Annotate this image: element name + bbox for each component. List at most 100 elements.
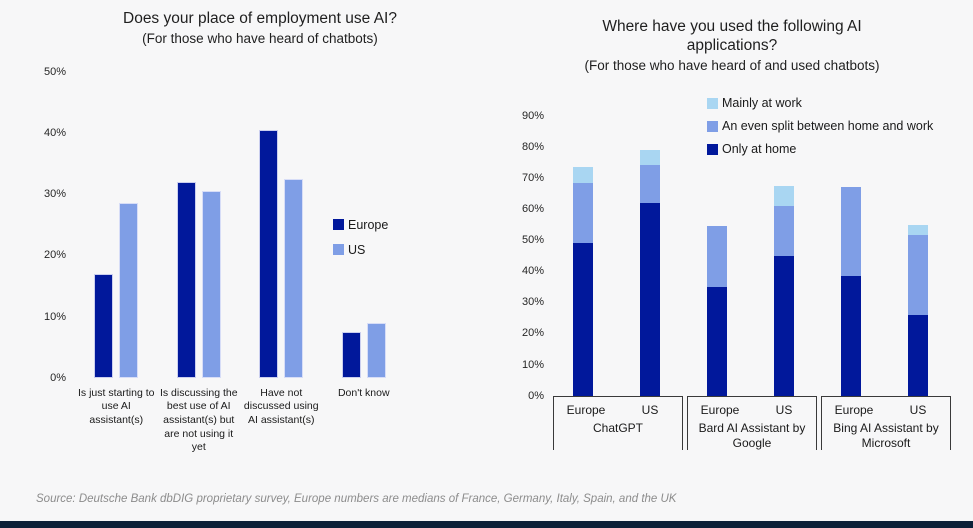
segment-only-at-home bbox=[774, 255, 794, 396]
category-label-2: Have not discussed using AI assistant(s) bbox=[243, 386, 319, 427]
right-axis-table: Europe US ChatGPT Europe US Bard AI Assistant… bbox=[553, 395, 951, 450]
source-note: Source: Deutsche Bank dbDIG proprietary … bbox=[36, 493, 677, 505]
us-swatch bbox=[333, 244, 344, 256]
y-axis-tick-label: 90% bbox=[521, 109, 544, 122]
y-axis-tick-label: 80% bbox=[521, 140, 544, 153]
bar-us-1 bbox=[201, 191, 221, 378]
y-axis-tick-label: 40% bbox=[43, 126, 66, 139]
bar-us-2 bbox=[284, 178, 304, 378]
left-chart-title: Does your place of employment use AI? bbox=[123, 10, 397, 27]
segment-mainly-at-work bbox=[573, 167, 593, 183]
left-chart-subtitle: (For those who have heard of chatbots) bbox=[142, 30, 378, 46]
segment-mainly-at-work bbox=[774, 185, 794, 206]
segment-only-at-home bbox=[640, 202, 660, 396]
europe-swatch bbox=[333, 219, 344, 231]
bar-us-0 bbox=[119, 203, 139, 378]
left-legend: Europe US bbox=[333, 218, 388, 268]
legend-label: Only at home bbox=[722, 142, 797, 156]
legend-label: An even split between home and work bbox=[722, 119, 934, 133]
group-sublabels-0: Europe US bbox=[554, 403, 682, 417]
bar-us-3 bbox=[366, 322, 386, 378]
category-label-0: Is just starting to use AI assistant(s) bbox=[78, 386, 155, 427]
y-axis-tick-label: 70% bbox=[521, 171, 544, 184]
group-box-2: Europe US Bing AI Assistant by Microsoft bbox=[821, 395, 951, 450]
segment-an-even-split-between-home-and-work bbox=[640, 165, 660, 203]
y-axis-tick-label: 60% bbox=[521, 203, 544, 216]
bar-group-0 bbox=[75, 72, 158, 378]
category-label-3: Don't know bbox=[337, 386, 390, 399]
an-even-split-between-home-and-work-swatch bbox=[707, 120, 718, 132]
sublabel-europe: Europe bbox=[700, 402, 740, 417]
only-at-home-swatch bbox=[707, 143, 718, 155]
segment-only-at-home bbox=[908, 314, 928, 396]
left-category-labels: Is just starting to use AI assistant(s) I… bbox=[75, 387, 405, 455]
bar-europe-1 bbox=[176, 181, 196, 378]
stack-europe-1 bbox=[707, 116, 727, 396]
right-legend: Mainly at work An even split between home… bbox=[707, 96, 933, 165]
legend-item: US bbox=[333, 243, 388, 257]
sublabel-us: US bbox=[775, 402, 793, 417]
group-sublabels-2: Europe US bbox=[822, 403, 950, 417]
segment-an-even-split-between-home-and-work bbox=[908, 235, 928, 315]
segment-an-even-split-between-home-and-work bbox=[573, 182, 593, 244]
left-chart: Does your place of employment use AI? (F… bbox=[30, 10, 470, 455]
group-name-0: ChatGPT bbox=[592, 420, 643, 435]
group-box-1: Europe US Bard AI Assistant by Google bbox=[687, 395, 817, 450]
y-axis-tick-label: 0% bbox=[50, 371, 66, 384]
segment-an-even-split-between-home-and-work bbox=[774, 205, 794, 256]
bar-europe-2 bbox=[259, 129, 279, 378]
legend-item: An even split between home and work bbox=[707, 119, 933, 133]
y-axis-tick-label: 30% bbox=[43, 188, 66, 201]
segment-mainly-at-work bbox=[908, 224, 928, 236]
segment-only-at-home bbox=[841, 275, 861, 396]
legend-item: Only at home bbox=[707, 142, 933, 156]
group-name-1: Bard AI Assistant by Google bbox=[698, 420, 806, 450]
segment-an-even-split-between-home-and-work bbox=[707, 226, 727, 287]
stack-europe-0 bbox=[573, 116, 593, 396]
segment-only-at-home bbox=[707, 286, 727, 396]
y-axis-tick-label: 50% bbox=[43, 65, 66, 78]
group-sublabels-1: Europe US bbox=[688, 403, 816, 417]
left-chart-header: Does your place of employment use AI? (F… bbox=[30, 10, 460, 48]
y-axis-tick-label: 30% bbox=[521, 296, 544, 309]
y-axis-tick-label: 10% bbox=[43, 310, 66, 323]
bar-europe-3 bbox=[341, 331, 361, 378]
sublabel-us: US bbox=[909, 402, 927, 417]
right-plot: 0% 10% 20% 30% 40% 50% 60% 70% 80% 90% bbox=[522, 110, 951, 402]
bar-group-3 bbox=[323, 72, 406, 378]
category-label-1: Is discussing the best use of AI assista… bbox=[159, 386, 238, 454]
y-axis-tick-label: 10% bbox=[521, 358, 544, 371]
legend-item: Mainly at work bbox=[707, 96, 933, 110]
stack-group-1 bbox=[687, 116, 817, 396]
bar-group-1 bbox=[158, 72, 241, 378]
stack-us-0 bbox=[640, 116, 660, 396]
legend-label: Europe bbox=[348, 217, 389, 232]
segment-only-at-home bbox=[573, 243, 593, 396]
sublabel-us: US bbox=[641, 402, 659, 417]
left-plot: Europe US 0% 10% 20% 30% 40% 50% bbox=[44, 66, 406, 384]
segment-mainly-at-work bbox=[640, 149, 660, 166]
y-axis-tick-label: 20% bbox=[43, 249, 66, 262]
y-axis-tick-label: 0% bbox=[528, 389, 544, 402]
bar-europe-0 bbox=[94, 273, 114, 378]
stack-us-1 bbox=[774, 116, 794, 396]
legend-label: Mainly at work bbox=[722, 96, 802, 110]
right-chart-header: Where have you used the following AI app… bbox=[497, 18, 967, 75]
sublabel-europe: Europe bbox=[566, 402, 606, 417]
legend-label: US bbox=[348, 242, 366, 257]
stack-us-2 bbox=[908, 116, 928, 396]
legend-item: Europe bbox=[333, 218, 388, 232]
stack-group-2 bbox=[821, 116, 951, 396]
right-chart-subtitle: (For those who have heard of and used ch… bbox=[584, 57, 880, 73]
group-name-2: Bing AI Assistant by Microsoft bbox=[833, 420, 939, 450]
footer-bar bbox=[0, 521, 973, 528]
right-chart-title: Where have you used the following AI app… bbox=[602, 18, 862, 54]
sublabel-europe: Europe bbox=[834, 402, 874, 417]
bar-group-2 bbox=[240, 72, 323, 378]
stack-group-0 bbox=[553, 116, 683, 396]
group-box-0: Europe US ChatGPT bbox=[553, 395, 683, 450]
right-chart: Where have you used the following AI app… bbox=[497, 10, 967, 450]
y-axis-tick-label: 20% bbox=[521, 327, 544, 340]
segment-an-even-split-between-home-and-work bbox=[841, 187, 861, 276]
y-axis-tick-label: 50% bbox=[521, 234, 544, 247]
